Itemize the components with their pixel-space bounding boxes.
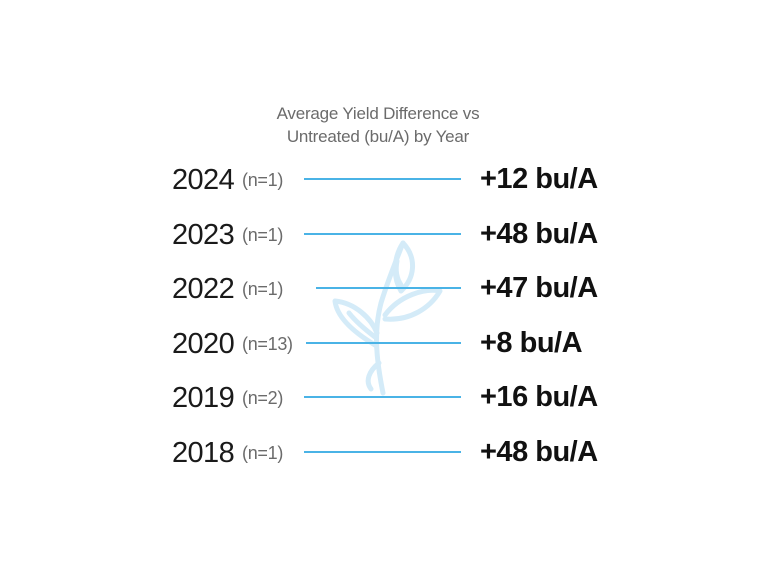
row-connector-line [306, 341, 461, 344]
row-connector-line [304, 178, 461, 180]
yield-difference-value: +48 bu/A [480, 217, 598, 250]
plant-icon [332, 240, 443, 396]
sample-size-label: (n=1) [242, 279, 284, 299]
sample-size-label: (n=13) [242, 333, 293, 354]
year-label: 2018 [172, 436, 235, 469]
chart-row: 2018 (n=1) +48 bu/A [0, 433, 774, 473]
year-label: 2023 [172, 218, 235, 251]
year-label: 2019 [172, 382, 235, 414]
row-connector-line [304, 396, 461, 398]
chart-row: 2020 (n=13) +8 bu/A [0, 324, 774, 364]
year-label: 2022 [172, 273, 235, 305]
row-connector-line [316, 287, 461, 289]
chart-title-line-2: Untreated (bu/A) by Year [286, 127, 470, 146]
chart-row: 2023 (n=1) +48 bu/A [0, 215, 774, 255]
chart-row: 2024 (n=1) +12 bu/A [0, 160, 774, 200]
chart-row: 2022 (n=1) +47 bu/A [0, 269, 774, 309]
chart-title-line-1: Average Yield Difference vs [276, 104, 480, 123]
year-label: 2020 [172, 327, 235, 360]
yield-difference-value: +47 bu/A [480, 272, 598, 304]
sample-size-label: (n=1) [242, 170, 284, 190]
chart-row: 2019 (n=2) +16 bu/A [0, 378, 774, 418]
sample-size-label: (n=1) [242, 442, 284, 463]
sample-size-label: (n=2) [242, 388, 284, 408]
year-label: 2024 [172, 164, 235, 196]
chart-title: Average Yield Difference vs Untreated (b… [228, 102, 528, 148]
row-connector-line [304, 232, 461, 235]
sample-size-label: (n=1) [242, 224, 284, 245]
yield-difference-value: +48 bu/A [480, 435, 598, 468]
yield-difference-value: +8 bu/A [480, 326, 583, 359]
yield-difference-value: +16 bu/A [480, 381, 598, 413]
yield-difference-value: +12 bu/A [480, 163, 598, 195]
row-connector-line [304, 450, 461, 453]
